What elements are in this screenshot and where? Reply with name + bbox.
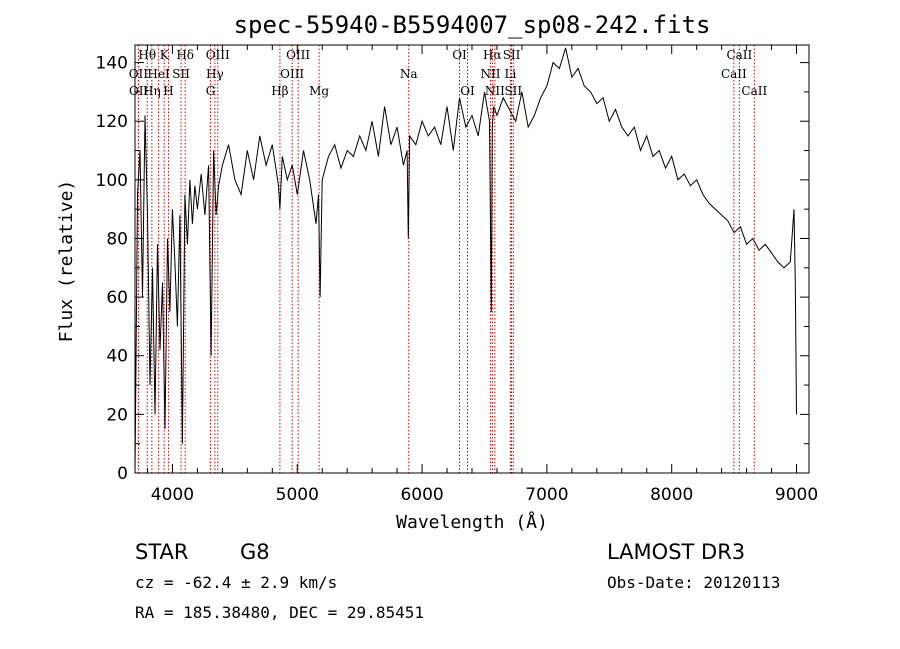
line-label-19: Hα — [483, 48, 502, 62]
line-label-13: OIII — [280, 67, 304, 81]
y-axis-ticks: 0 20 40 60 80 100 120 140 — [96, 54, 809, 484]
line-label-17: OI — [452, 48, 467, 62]
spectrum-line — [134, 47, 797, 474]
x-tick-label: 7000 — [525, 485, 568, 505]
y-tick-label: 0 — [117, 464, 128, 484]
chart-title: spec-55940-B5594007_sp08-242.fits — [234, 11, 711, 39]
spectral-line-markers — [137, 45, 755, 473]
y-axis-label: Flux (relative) — [56, 180, 77, 343]
line-label-18: OI — [460, 84, 475, 98]
coordinates: RA = 185.38480, DEC = 29.85451 — [135, 603, 424, 622]
line-label-27: CaII — [741, 84, 767, 98]
line-label-5: Hη — [143, 84, 161, 98]
line-label-1: OII — [129, 67, 149, 81]
line-label-15: Mg — [309, 84, 329, 98]
x-axis-label: Wavelength (Å) — [396, 511, 548, 533]
x-tick-label: 6000 — [400, 485, 443, 505]
line-label-16: Na — [400, 67, 418, 81]
line-label-20: SII — [503, 48, 521, 62]
y-tick-label: 40 — [106, 347, 128, 367]
line-label-8: H — [163, 84, 173, 98]
observation-date: Obs-Date: 20120113 — [607, 573, 780, 592]
x-tick-label: 8000 — [650, 485, 693, 505]
x-tick-label: 9000 — [775, 485, 818, 505]
redshift-velocity: cz = -62.4 ± 2.9 km/s — [135, 573, 337, 592]
x-tick-label: 4000 — [151, 485, 194, 505]
line-label-11: G — [206, 84, 216, 98]
x-tick-label: 5000 — [276, 485, 319, 505]
line-label-26: CaII — [721, 67, 747, 81]
object-class: STAR — [135, 540, 188, 564]
line-label-3: K — [160, 48, 170, 62]
y-tick-label: 60 — [106, 288, 128, 308]
subclass: G8 — [240, 540, 270, 564]
line-label-24: SII — [504, 84, 522, 98]
y-tick-label: 20 — [106, 405, 128, 425]
line-label-9: OIII — [206, 48, 230, 62]
line-label-23: NII — [485, 84, 505, 98]
line-label-2: OII — [129, 84, 149, 98]
line-label-6: Hδ — [176, 48, 194, 62]
plot-frame — [134, 44, 810, 474]
x-axis-ticks: 4000 5000 6000 7000 8000 9000 — [146, 45, 818, 505]
line-label-22: Li — [505, 67, 517, 81]
line-label-7: SII — [172, 67, 190, 81]
line-label-10: Hγ — [206, 67, 224, 81]
line-label-0: Hθ — [138, 48, 156, 62]
spectral-line-labels: Hθ OII OII K HeI Hη Hδ SII H OIII Hγ G OIII OIII Hβ Mg N… — [129, 48, 768, 98]
y-tick-label: 80 — [106, 229, 128, 249]
line-label-25: CaII — [726, 48, 752, 62]
line-label-21: NII — [480, 67, 500, 81]
line-label-14: Hβ — [271, 84, 288, 98]
line-label-12: OIII — [286, 48, 310, 62]
survey-name: LAMOST DR3 — [607, 540, 745, 564]
y-tick-label: 120 — [96, 112, 128, 132]
line-label-4: HeI — [147, 67, 170, 81]
y-tick-label: 100 — [96, 171, 128, 191]
y-tick-label: 140 — [96, 54, 128, 74]
